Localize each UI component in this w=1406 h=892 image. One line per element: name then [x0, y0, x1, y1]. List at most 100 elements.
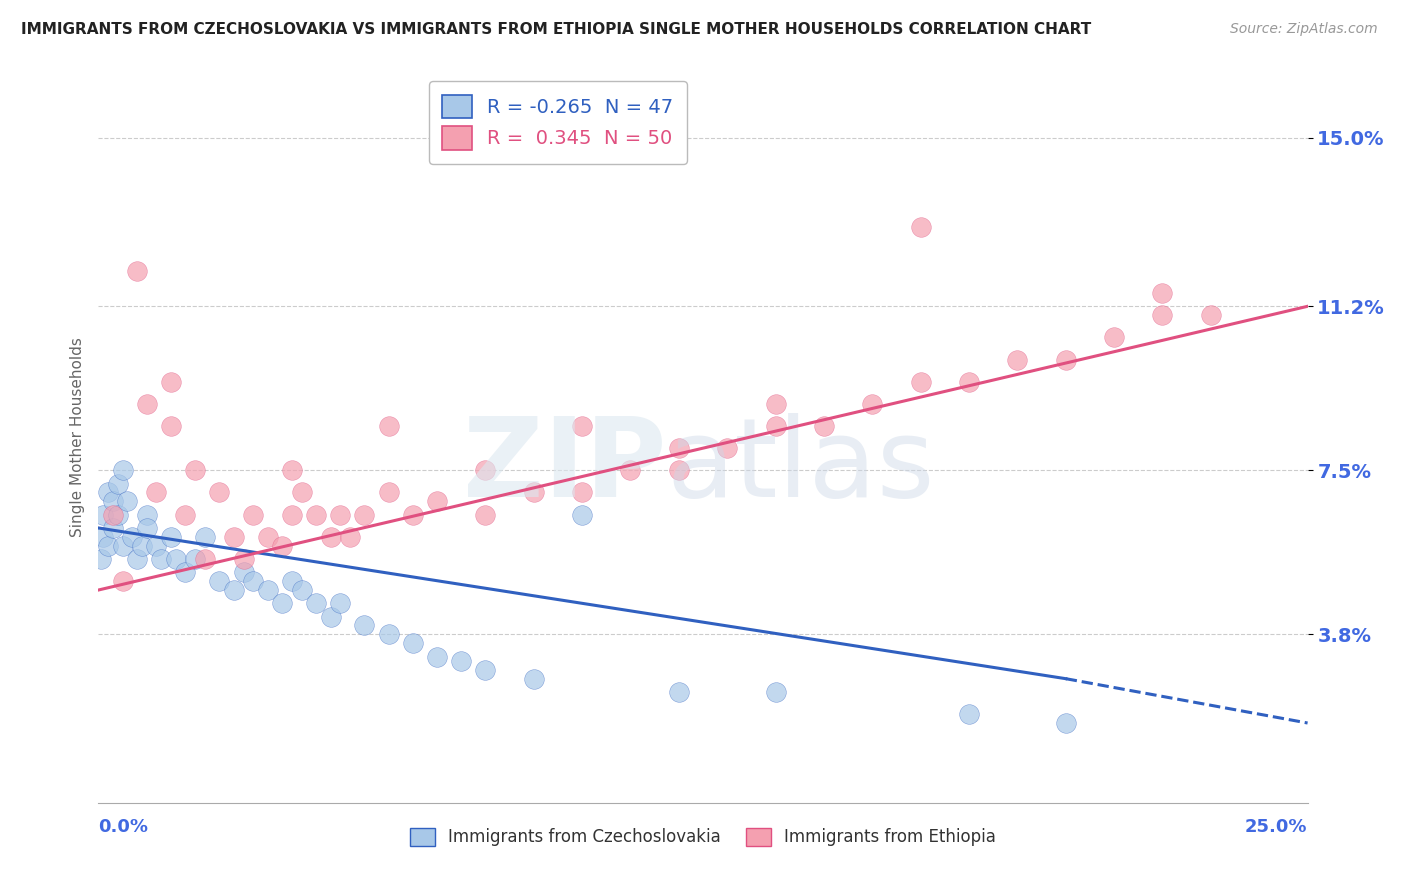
Point [256, 582, 278, 597]
Point [160, 530, 183, 544]
Point [523, 485, 546, 500]
Point [90, 552, 112, 566]
Point [290, 582, 312, 597]
Point [305, 508, 328, 522]
Point [860, 397, 883, 411]
Point [107, 508, 129, 522]
Point [426, 494, 449, 508]
Point [1007, 352, 1029, 367]
Point [290, 485, 312, 500]
Point [222, 582, 245, 597]
Text: atlas: atlas [666, 413, 935, 520]
Point [271, 539, 294, 553]
Point [1152, 308, 1174, 322]
Point [111, 574, 134, 589]
Point [765, 685, 787, 699]
Text: 0.0%: 0.0% [98, 818, 149, 836]
Point [242, 574, 264, 589]
Point [160, 375, 183, 389]
Point [174, 508, 197, 522]
Point [135, 521, 157, 535]
Point [402, 508, 425, 522]
Point [1054, 716, 1077, 731]
Point [910, 219, 932, 234]
Point [194, 552, 217, 566]
Point [174, 566, 197, 580]
Point [101, 508, 124, 522]
Point [910, 375, 932, 389]
Point [426, 649, 449, 664]
Point [184, 463, 207, 477]
Y-axis label: Single Mother Households: Single Mother Households [69, 337, 84, 537]
Point [571, 419, 593, 434]
Point [127, 552, 149, 566]
Point [1199, 308, 1222, 322]
Point [271, 596, 294, 610]
Point [117, 494, 139, 508]
Point [184, 552, 207, 566]
Point [111, 539, 134, 553]
Point [91, 530, 114, 544]
Point [523, 672, 546, 686]
Point [571, 508, 593, 522]
Point [127, 264, 149, 278]
Point [329, 508, 352, 522]
Point [353, 508, 375, 522]
Point [305, 596, 328, 610]
Point [160, 419, 183, 434]
Point [339, 530, 361, 544]
Point [319, 609, 342, 624]
Point [281, 574, 304, 589]
Point [232, 552, 254, 566]
Point [813, 419, 835, 434]
Point [131, 539, 153, 553]
Point [111, 463, 134, 477]
Point [150, 552, 173, 566]
Point [474, 508, 496, 522]
Point [107, 476, 129, 491]
Text: Source: ZipAtlas.com: Source: ZipAtlas.com [1230, 22, 1378, 37]
Point [353, 618, 375, 632]
Point [101, 521, 124, 535]
Point [256, 530, 278, 544]
Point [232, 566, 254, 580]
Point [716, 441, 738, 455]
Point [1102, 330, 1125, 344]
Point [1152, 285, 1174, 300]
Point [281, 463, 304, 477]
Point [165, 552, 187, 566]
Point [319, 530, 342, 544]
Point [668, 463, 690, 477]
Text: ZIP: ZIP [464, 413, 666, 520]
Point [145, 485, 167, 500]
Point [377, 419, 399, 434]
Point [281, 508, 304, 522]
Point [208, 485, 231, 500]
Point [97, 539, 120, 553]
Point [402, 636, 425, 650]
Point [668, 441, 690, 455]
Point [101, 494, 124, 508]
Point [957, 707, 980, 722]
Point [474, 463, 496, 477]
Point [91, 508, 114, 522]
Point [474, 663, 496, 677]
Point [329, 596, 352, 610]
Point [135, 397, 157, 411]
Point [121, 530, 143, 544]
Text: IMMIGRANTS FROM CZECHOSLOVAKIA VS IMMIGRANTS FROM ETHIOPIA SINGLE MOTHER HOUSEHO: IMMIGRANTS FROM CZECHOSLOVAKIA VS IMMIGR… [21, 22, 1091, 37]
Point [668, 685, 690, 699]
Point [1054, 352, 1077, 367]
Point [208, 574, 231, 589]
Point [571, 485, 593, 500]
Point [222, 530, 245, 544]
Point [619, 463, 641, 477]
Point [135, 508, 157, 522]
Point [145, 539, 167, 553]
Point [194, 530, 217, 544]
Point [957, 375, 980, 389]
Point [765, 419, 787, 434]
Point [765, 397, 787, 411]
Text: 25.0%: 25.0% [1246, 818, 1308, 836]
Point [242, 508, 264, 522]
